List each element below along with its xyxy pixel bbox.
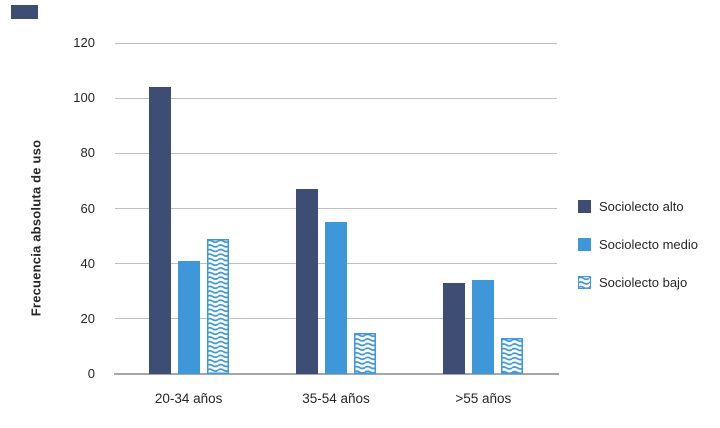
bar-sociolecto-bajo — [206, 238, 229, 374]
x-axis-line — [114, 373, 559, 375]
gridline — [115, 152, 557, 154]
bar-sociolecto-medio — [325, 222, 347, 374]
gridline — [115, 42, 557, 44]
x-category-label: >55 años — [455, 391, 512, 406]
bar-sociolecto-medio — [472, 280, 495, 374]
bar-sociolecto-medio — [177, 260, 200, 374]
bar-sociolecto-bajo — [354, 332, 376, 374]
x-category-label: 20-34 años — [154, 391, 223, 406]
legend: Sociolecto alto Sociolecto medio Sociolect… — [578, 199, 698, 290]
legend-swatch — [578, 238, 591, 251]
bar-sociolecto-alto — [296, 189, 318, 374]
bar-sociolecto-alto — [443, 282, 466, 374]
corner-mark — [11, 5, 38, 19]
y-tick-label: 60 — [80, 200, 95, 216]
gridline — [115, 97, 557, 99]
legend-label: Sociolecto alto — [599, 199, 684, 214]
y-tick-label: 40 — [80, 255, 95, 271]
gridline — [115, 208, 557, 209]
legend-label: Sociolecto medio — [599, 237, 698, 252]
y-tick-label: 120 — [73, 35, 95, 50]
y-tick-label: 20 — [80, 310, 95, 326]
y-tick-label: 80 — [80, 145, 95, 161]
bar-sociolecto-bajo — [501, 338, 524, 375]
legend-item-3: Sociolecto bajo — [578, 275, 698, 290]
x-category-label: 35-54 años — [302, 391, 370, 406]
y-axis-title: Frecuencia absoluta de uso — [28, 139, 44, 317]
legend-item-1: Sociolecto alto — [578, 199, 698, 214]
legend-swatch-wave — [578, 276, 591, 289]
legend-item-2: Sociolecto medio — [578, 237, 698, 252]
legend-swatch — [578, 200, 591, 213]
legend-label: Sociolecto bajo — [599, 275, 688, 290]
y-tick-label: 0 — [87, 366, 95, 381]
y-tick-label: 100 — [73, 90, 95, 106]
bar-sociolecto-alto — [148, 87, 171, 374]
